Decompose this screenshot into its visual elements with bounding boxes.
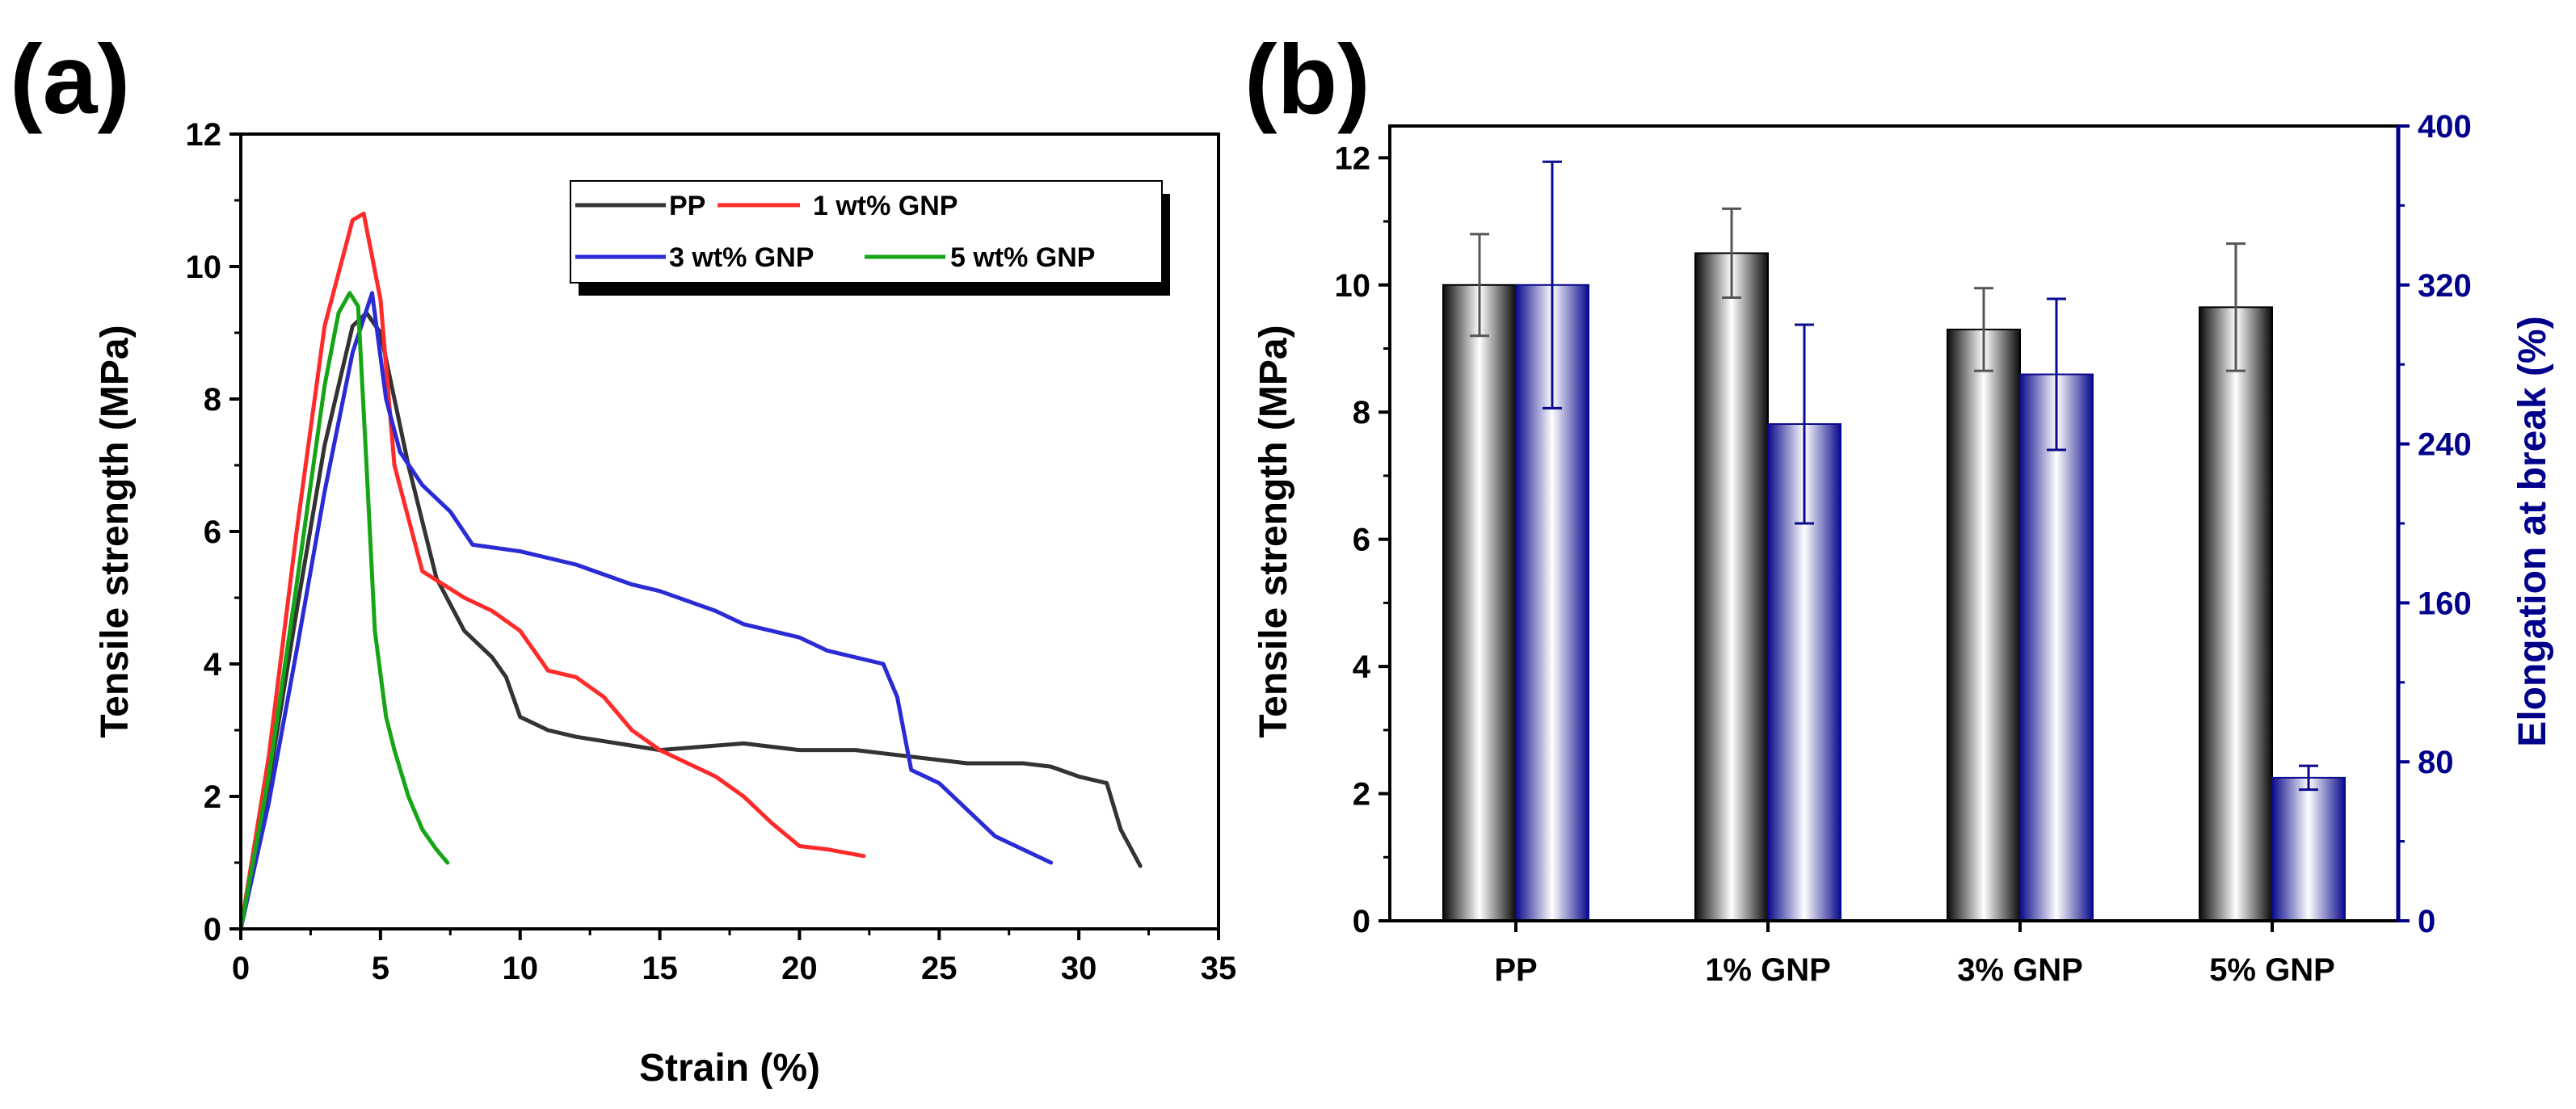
- panel-a-x-tick-label: 30: [1061, 951, 1097, 986]
- errorbar-elongation-5-gnp: [2299, 764, 2318, 792]
- panel-b-y-tick-label: 2: [1353, 777, 1370, 813]
- panel-b-y2-tick-label: 80: [2418, 745, 2454, 780]
- legend-label-pp: PP: [669, 191, 705, 221]
- panel-b-y2-tick-label: 400: [2418, 109, 2472, 145]
- panel-a-y-axis-title: Tensile strength (MPa): [94, 325, 137, 737]
- errorbar-tensile-pp: [1470, 233, 1489, 338]
- errorbar-elongation-3-gnp: [2047, 297, 2066, 452]
- bar-tensile-pp: [1442, 284, 1517, 922]
- legend-label-1wt-gnp: 1 wt% GNP: [813, 191, 958, 221]
- panel-b-x-tick-label-1-gnp: 1% GNP: [1705, 952, 1831, 988]
- panel-a-x-tick-label: 35: [1201, 951, 1237, 986]
- bar-tensile-1-gnp: [1694, 252, 1769, 922]
- series-line-5-wt-gnp: [238, 291, 450, 931]
- panel-b-y2-axis-title: Elongation at break (%): [2511, 316, 2554, 746]
- legend-label-5wt-gnp: 5 wt% GNP: [950, 242, 1095, 273]
- series-line-3-wt-gnp: [238, 291, 1054, 931]
- panel-a-x-tick-label: 5: [372, 951, 389, 986]
- panel-b-y-tick-label: 8: [1353, 395, 1370, 431]
- panel-b-x-tick-label-pp: PP: [1494, 952, 1537, 988]
- panel-b-y2-tick-label: 160: [2418, 586, 2472, 621]
- errorbar-tensile-3-gnp: [1974, 287, 1993, 372]
- panel-a-x-tick-label: 15: [642, 951, 678, 986]
- series-line-1-wt-gnp: [238, 211, 866, 931]
- panel-a-y-tick-label: 2: [204, 779, 221, 815]
- panel-a-series-group: [238, 211, 1143, 931]
- errorbar-tensile-1-gnp: [1722, 207, 1741, 300]
- panel-a-y-tick-label: 4: [204, 647, 222, 683]
- bar-tensile-5-gnp: [2199, 306, 2273, 922]
- panel-b-bars-group: [1442, 160, 2346, 922]
- legend-box: [570, 180, 1163, 284]
- panel-a-line-chart: 0 5 10 15 20 25 30 35 0 2 4 6 8 10 12 Strain (%) Tensi…: [94, 117, 1236, 1090]
- errorbar-elongation-pp: [1543, 160, 1562, 410]
- panel-a-x-tick-label: 10: [502, 951, 538, 986]
- errorbar-elongation-1-gnp: [1795, 323, 1814, 525]
- panel-b-y-tick-label: 4: [1353, 649, 1371, 685]
- errorbar-tensile-5-gnp: [2226, 242, 2246, 372]
- panel-a-x-tick-label: 25: [921, 951, 958, 986]
- bar-elongation-3-gnp: [2019, 373, 2094, 922]
- panel-b-y-tick-label: 10: [1335, 268, 1371, 304]
- panel-b-bar-chart: 0 2 4 6 8 10 12 0 80 160 240 320 400 PP 1% GNP 3% GNP 5%…: [1252, 109, 2554, 988]
- bar-tensile-3-gnp: [1947, 328, 2021, 922]
- panel-b-x-tick-label-3-gnp: 3% GNP: [1957, 952, 2083, 988]
- panel-b-y2-tick-label: 0: [2418, 904, 2435, 939]
- panel-a-y-tick-label: 6: [204, 515, 221, 550]
- panel-b-y-tick-label: 12: [1335, 141, 1371, 176]
- panel-a-legend: PP 1 wt% GNP 3 wt% GNP 5 wt% GNP: [570, 180, 1170, 296]
- panel-a-x-tick-label: 20: [781, 951, 818, 986]
- bar-elongation-5-gnp: [2271, 776, 2346, 922]
- panel-label-a: (a): [10, 24, 130, 134]
- panel-a-y-tick-label: 8: [204, 382, 221, 418]
- panel-a-x-axis-title: Strain (%): [639, 1047, 820, 1090]
- panel-a-x-tick-label: 0: [232, 951, 250, 986]
- panel-b-ticks: 0 2 4 6 8 10 12 0 80 160 240 320 400 PP 1% GNP 3% GNP 5%…: [1335, 109, 2472, 988]
- panel-a-y-tick-label: 0: [204, 912, 221, 947]
- panel-b-y-tick-label: 6: [1353, 523, 1370, 558]
- panel-b-y-axis-title: Tensile strength (MPa): [1252, 325, 1295, 737]
- legend-label-3wt-gnp: 3 wt% GNP: [669, 242, 814, 273]
- panel-a-ticks: 0 5 10 15 20 25 30 35 0 2 4 6 8 10 12: [186, 117, 1237, 986]
- panel-a-y-tick-label: 10: [186, 250, 222, 285]
- panel-b-x-tick-label-5-gnp: 5% GNP: [2209, 952, 2335, 988]
- panel-a-y-tick-label: 12: [186, 117, 222, 153]
- panel-b-y2-tick-label: 320: [2418, 268, 2472, 304]
- panel-b-y-tick-label: 0: [1353, 904, 1370, 939]
- panel-label-b: (b): [1244, 24, 1370, 134]
- panel-b-y2-tick-label: 240: [2418, 427, 2472, 463]
